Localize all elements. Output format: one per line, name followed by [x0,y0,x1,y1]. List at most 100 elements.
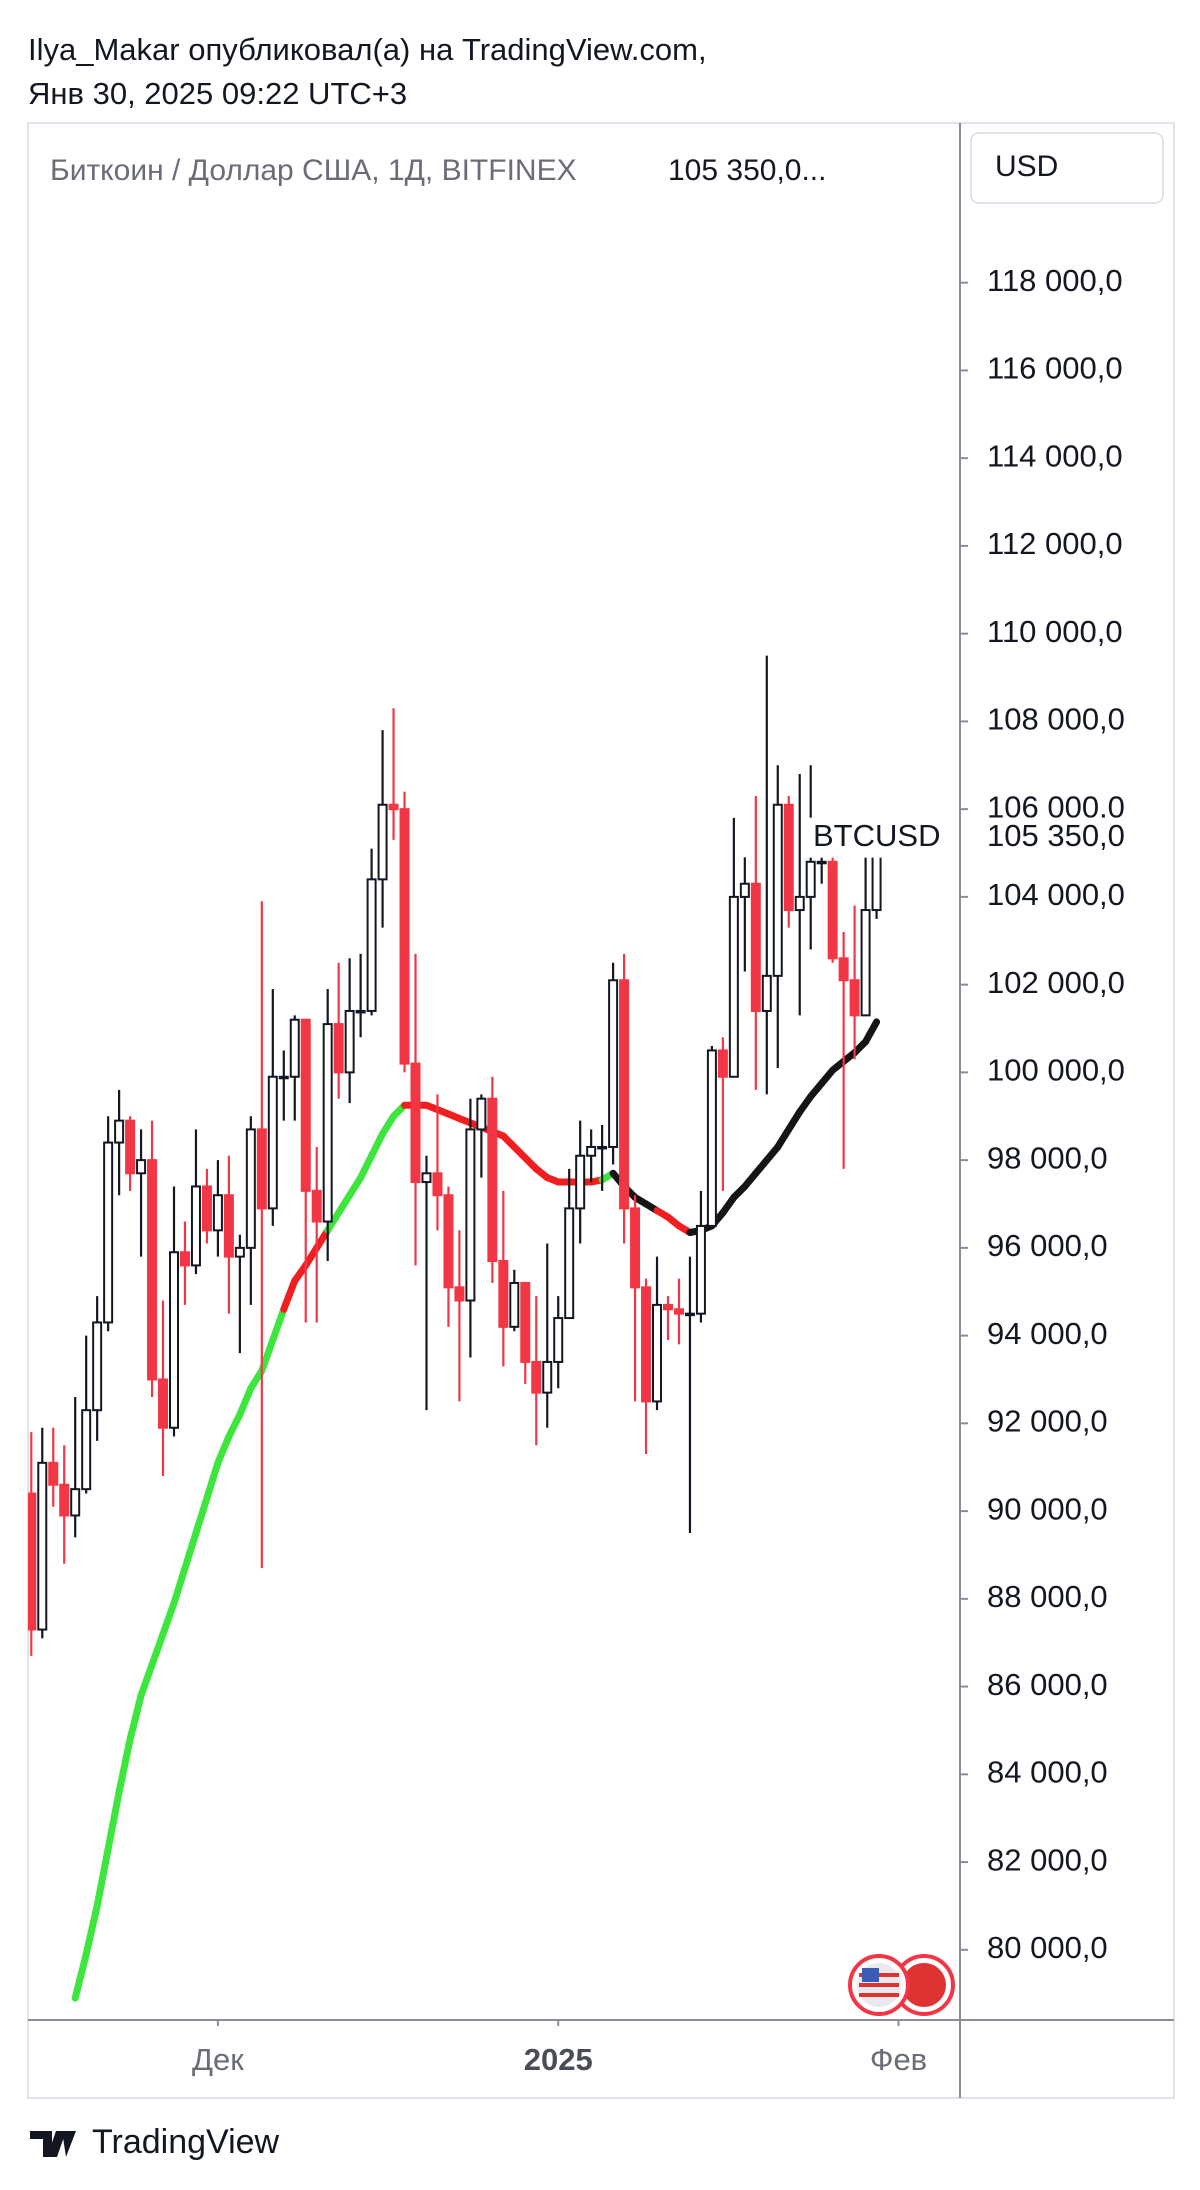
candle-body [432,1172,443,1197]
ma-segment [148,1630,167,1669]
candle-body [245,1128,256,1249]
ma-segment [258,1336,277,1375]
x-tick-label: 2025 [524,2042,593,2077]
currency-button[interactable] [970,132,1164,204]
candle-body [366,878,377,1012]
y-tick-label: 118 000,0 [987,263,1123,298]
candle-body [114,1119,125,1144]
y-tick-label: 94 000,0 [987,1316,1108,1351]
ma-segment [71,1950,90,2002]
y-tick-label: 84 000,0 [987,1755,1108,1790]
y-tick-label: 104 000,0 [987,877,1125,912]
y-tick-label: 98 000,0 [987,1140,1108,1175]
candle-body [761,974,772,1012]
candle-body [70,1488,81,1517]
logo-mark [30,2131,76,2157]
candle-body [355,1009,366,1014]
plot-area [28,655,882,2002]
candle-body [267,1075,278,1210]
candle-body [443,1194,454,1289]
candle-body [728,895,739,1078]
ma-segment [368,1130,387,1160]
candle-body [717,1049,728,1078]
axis-layer: 80 000,0 82 000,0 84 000,0 86 000,0 88 000,0… [192,263,1163,2077]
candle-body [377,803,388,881]
candle-body [234,1246,245,1258]
x-tick-label: Фев [870,2042,927,2077]
candle-body [838,957,849,982]
candle-body [158,1378,169,1429]
candle-body [454,1286,465,1302]
candle-body [212,1194,223,1232]
candle-body [630,1207,641,1289]
candle-body [652,1303,663,1403]
date-line: Янв 30, 2025 09:22 UTC+3 [28,76,407,111]
candle-body [300,1018,311,1192]
candle-body [531,1360,542,1394]
ma-segment [159,1599,178,1638]
candle-body [673,1308,684,1315]
candle-body [662,1303,673,1311]
y-tick-label: 108 000,0 [987,702,1125,737]
candle-body [816,860,827,865]
last-price-label: 105 350,0 [987,818,1125,853]
last-price-bg [963,817,1163,858]
flag-canton [862,1968,879,1982]
candle-body [421,1172,432,1184]
candle-body [860,909,871,1017]
candle-body [311,1189,322,1223]
candle-body [619,979,630,1210]
candle-body [147,1159,158,1381]
brand-logo [30,2131,76,2157]
chart-frame [27,122,1175,2099]
ma-segment [269,1305,288,1344]
candle-body [509,1281,520,1328]
candle-body [520,1281,531,1363]
candle-body [465,1128,476,1302]
ma-segment [126,1691,145,1743]
candle-body [410,1062,421,1184]
ma-segment [192,1494,211,1537]
candle-body [487,1097,498,1263]
title-price: 105 350,0... [668,154,826,187]
candle-body [333,1023,344,1074]
y-tick-label: 100 000,0 [987,1053,1125,1088]
ma-segment [82,1902,101,1958]
candle-body [575,1154,586,1210]
candle-body [201,1185,212,1232]
candle-body [597,1145,608,1150]
y-tick-label: 110 000,0 [987,614,1123,649]
candle-body [553,1317,564,1363]
candle-body [399,808,410,1065]
candle-body [190,1185,201,1267]
candle-body [827,860,838,960]
candle-body [103,1141,114,1324]
candle-body [92,1321,103,1412]
ma-segment [203,1459,222,1502]
y-tick-label: 82 000,0 [987,1842,1108,1877]
ma-segment [357,1152,376,1182]
event-icons [848,1954,955,2016]
y-tick-label: 88 000,0 [987,1579,1108,1614]
currency-label: USD [995,150,1058,183]
candle-body [37,1461,48,1631]
y-tick-label: 96 000,0 [987,1228,1108,1263]
ma-segment [137,1661,156,1699]
y-tick-label: 80 000,0 [987,1930,1108,1965]
candle-body [684,1312,695,1317]
candle-body [125,1119,136,1175]
candle-body [586,1145,597,1157]
candle-body [641,1286,652,1403]
candle-body [805,860,816,898]
flag [902,1963,946,2007]
candle-body [136,1159,147,1175]
candle-body [81,1409,92,1491]
candle-body [794,895,805,912]
candle-body [48,1461,59,1486]
candle-body [59,1483,70,1517]
candle-body [169,1251,180,1429]
candle-body [542,1360,553,1394]
